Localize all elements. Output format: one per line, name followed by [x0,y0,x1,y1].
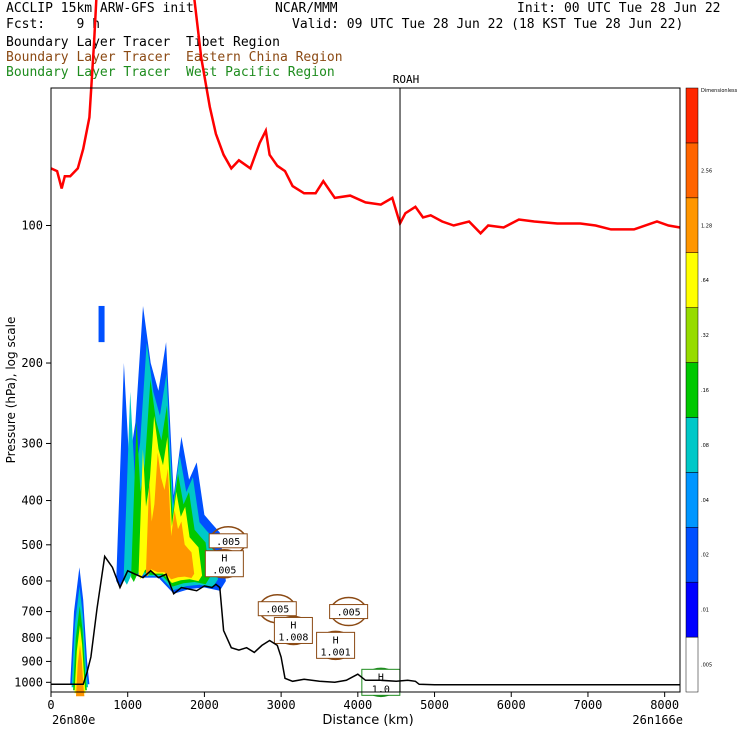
colorbar-swatch-5 [685,362,699,418]
contour-text-6-1: 1.0 [372,684,390,695]
colorbar-label-0: .005 [701,663,712,669]
contour-box-5 [316,631,356,659]
plot-frame [50,87,681,693]
terrain-line [51,554,680,686]
y-tick-label-9: 1000 [14,675,43,689]
x-tick-label-3: 3000 [267,698,296,712]
contour-text-3-0: H [290,620,296,631]
x-axis-label: Distance (km) [322,713,413,728]
contour-text-2-0: .005 [265,605,289,616]
contour-label-4: .005 [329,596,369,627]
colorbar-swatch-2 [685,527,699,583]
init-time: Init: 00 UTC Tue 28 Jun 22 [517,1,721,16]
colorbar-label-9: 2.56 [701,168,712,174]
x-tick-label-2: 2000 [190,698,219,712]
colorbar-swatch-10 [685,87,699,144]
contour-text-3-1: 1.008 [278,632,308,643]
colorbar-swatch-0 [685,636,699,693]
contour-label-5: H1.001 [316,630,356,661]
colorbar-swatch-9 [685,142,699,199]
x-tick-label-7: 7000 [573,698,602,712]
right-endpoint-label: 26n166e [632,713,683,727]
contour-label-6: H1.0 [361,667,401,698]
tropopause-line [50,0,681,236]
contour-label-2: .005 [257,593,297,624]
y-tick-label-5: 600 [21,574,43,588]
y-tick-label-3: 400 [21,494,43,508]
colorbar-swatch-6 [685,307,699,363]
contour-text-4-0: .005 [337,608,361,619]
contour-box-1 [204,550,244,578]
colorbar-label-2: .02 [701,553,709,559]
colorbar-label-8: 1.28 [701,223,712,229]
contour-text-1-1: .005 [212,566,236,577]
contour-label-1: H.005 [204,548,244,579]
tracer-shading-layer [70,305,226,697]
x-tick-label-8: 8000 [650,698,679,712]
contour-text-5-0: H [333,635,339,646]
contour-box-4 [329,604,369,620]
field-label-eastern-china: Boundary Layer Tracer Eastern China Regi… [6,50,343,65]
colorbar-swatch-3 [685,472,699,528]
colorbar-label-5: .16 [701,388,709,394]
colorbar-swatch-4 [685,417,699,473]
marker-label: ROAH [393,73,420,86]
contour-box-2 [257,601,297,617]
colorbar-swatch-7 [685,252,699,308]
y-tick-label-1: 200 [21,356,43,370]
y-tick-label-7: 800 [21,631,43,645]
x-tick-label-0: 0 [47,698,54,712]
y-tick-label-0: 100 [21,219,43,233]
colorbar-label-4: .08 [701,443,709,449]
contour-text-0-0: .005 [216,537,240,548]
contour-text-1-0: H [221,554,227,565]
line-layer [50,0,681,692]
y-tick-label-4: 500 [21,538,43,552]
axes-layer: 0 1000 2000 3000 4000 5000 6000 7000 8000 100 200 3… [14,219,679,712]
x-tick-label-1: 1000 [113,698,142,712]
field-label-tibet: Boundary Layer Tracer Tibet Region [6,35,280,50]
tracer-plume-1-4 [145,452,195,580]
contour-box-3 [273,616,313,644]
colorbar-label-6: .32 [701,333,709,339]
colorbar-label-10: Dimensionless [701,88,738,94]
contour-text-5-1: 1.001 [321,647,351,658]
colorbar-swatch-1 [685,581,699,638]
contour-box-6 [361,668,401,696]
colorbar-label-7: .64 [701,278,709,284]
model-title: ACCLIP 15km ARW-GFS init [6,1,194,16]
agency: NCAR/MMM [275,1,338,16]
x-tick-label-4: 4000 [343,698,372,712]
contour-label-0: .005 [208,526,248,556]
x-tick-label-5: 5000 [420,698,449,712]
valid-time: Valid: 09 UTC Tue 28 Jun 22 (18 KST Tue … [292,17,684,32]
left-endpoint-label: 26n80e [52,713,95,727]
colorbar-label-1: .01 [701,608,709,614]
contour-box-0 [208,533,248,549]
y-tick-label-8: 900 [21,654,43,668]
contour-label-3: H1.008 [273,615,313,646]
colorbar: .005 .01 .02 .04 .08 .16 .32 .64 1.28 2.56 Dimensi… [685,87,738,693]
contour-text-6-0: H [378,672,384,683]
y-tick-label-6: 700 [21,605,43,619]
y-tick-label-2: 300 [21,436,43,450]
x-tick-label-6: 6000 [497,698,526,712]
field-label-west-pacific: Boundary Layer Tracer West Pacific Regio… [6,65,335,80]
y-axis-label: Pressure (hPa), log scale [4,317,18,464]
tracer-fleck [98,305,105,343]
colorbar-label-3: .04 [701,498,709,504]
tracer-plume-0-4 [76,644,85,697]
colorbar-swatch-8 [685,197,699,253]
